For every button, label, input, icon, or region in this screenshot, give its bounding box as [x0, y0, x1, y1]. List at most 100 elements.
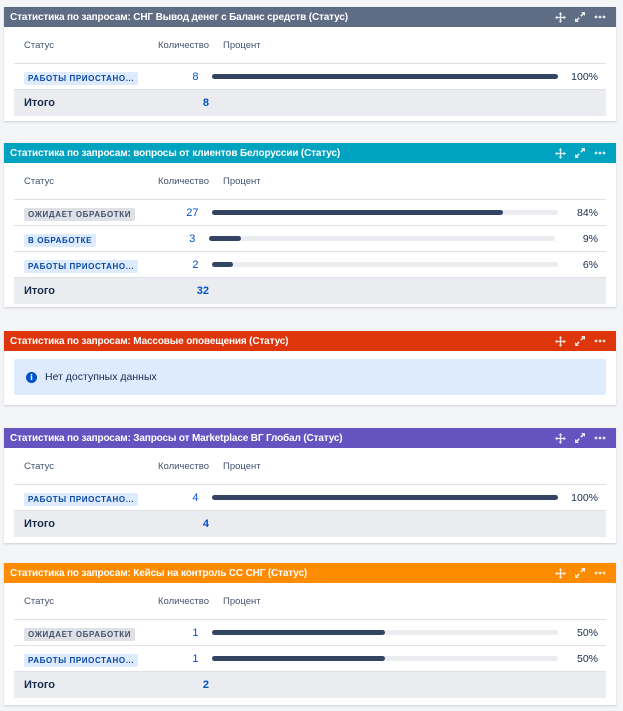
status-badge[interactable]: В ОБРАБОТКЕ	[24, 233, 97, 247]
status-badge[interactable]: РАБОТЫ ПРИОСТАНО...	[24, 259, 139, 273]
gadget-title: Статистика по запросам: Запросы от Marke…	[10, 432, 343, 444]
total-label: Итого	[24, 285, 56, 297]
total-label: Итого	[24, 518, 56, 530]
percent-value: 6%	[582, 258, 598, 271]
progress-bar	[212, 495, 559, 500]
progress-fill	[212, 210, 504, 215]
gadget-title: Статистика по запросам: Массовые оповеще…	[10, 335, 289, 347]
gadget-title: Статистика по запросам: Кейсы на контрол…	[10, 567, 308, 579]
empty-state-text: Нет доступных данных	[45, 371, 157, 383]
column-count: Количество	[157, 39, 209, 51]
progress-fill	[209, 236, 241, 241]
move-icon[interactable]	[555, 11, 566, 23]
progress-bar	[212, 74, 559, 79]
stats-table: Статус Количество Процент РАБОТЫ ПРИОСТА…	[14, 27, 606, 116]
expand-icon[interactable]	[575, 12, 585, 22]
column-percent: Процент	[223, 175, 261, 187]
move-icon[interactable]	[555, 567, 566, 579]
total-row: Итого 8	[14, 90, 606, 116]
percent-value: 9%	[582, 232, 598, 245]
progress-fill	[212, 262, 234, 267]
count-link[interactable]: 1	[192, 626, 199, 639]
table-header: Статус Количество Процент	[14, 163, 606, 200]
table-row: РАБОТЫ ПРИОСТАНО... 4 100%	[14, 485, 606, 511]
column-status: Статус	[24, 39, 55, 51]
total-label: Итого	[24, 679, 56, 691]
progress-bar	[209, 236, 556, 241]
gadget-header: Статистика по запросам: Запросы от Marke…	[4, 428, 616, 448]
more-icon[interactable]	[594, 151, 606, 155]
gadget-marketplace-requests: Статистика по запросам: Запросы от Marke…	[4, 428, 616, 543]
move-icon[interactable]	[555, 335, 566, 347]
table-header: Статус Количество Процент	[14, 27, 606, 64]
table-row: РАБОТЫ ПРИОСТАНО... 1 50%	[14, 646, 606, 672]
gadget-belarus-questions: Статистика по запросам: вопросы от клиен…	[4, 143, 616, 307]
count-link[interactable]: 8	[192, 70, 199, 83]
count-link[interactable]: 2	[192, 258, 199, 271]
gadget-title: Статистика по запросам: вопросы от клиен…	[10, 147, 341, 159]
more-icon[interactable]	[594, 339, 606, 343]
progress-fill	[212, 74, 559, 79]
total-count-link[interactable]: 2	[202, 679, 209, 691]
info-icon: i	[26, 371, 37, 383]
expand-icon[interactable]	[575, 336, 585, 346]
total-row: Итого 32	[14, 278, 606, 304]
gadget-header: Статистика по запросам: вопросы от клиен…	[4, 143, 616, 163]
total-row: Итого 2	[14, 672, 606, 698]
progress-bar	[212, 262, 559, 267]
total-count-link[interactable]: 8	[202, 97, 209, 109]
gadget-snk-withdrawal: Статистика по запросам: СНГ Вывод денег …	[4, 7, 616, 121]
more-icon[interactable]	[594, 15, 606, 19]
column-status: Статус	[24, 460, 55, 472]
expand-icon[interactable]	[575, 568, 585, 578]
more-icon[interactable]	[594, 571, 606, 575]
column-status: Статус	[24, 175, 55, 187]
progress-fill	[212, 656, 386, 661]
status-badge[interactable]: ОЖИДАЕТ ОБРАБОТКИ	[24, 207, 136, 221]
count-link[interactable]: 1	[192, 652, 199, 665]
percent-value: 50%	[576, 652, 598, 665]
status-badge[interactable]: РАБОТЫ ПРИОСТАНО...	[24, 492, 139, 506]
gadget-mass-notifications: Статистика по запросам: Массовые оповеще…	[4, 331, 616, 405]
gadget-cis-control-cases: Статистика по запросам: Кейсы на контрол…	[4, 563, 616, 705]
status-badge[interactable]: РАБОТЫ ПРИОСТАНО...	[24, 71, 139, 85]
count-link[interactable]: 27	[186, 206, 199, 219]
percent-value: 84%	[576, 206, 598, 219]
expand-icon[interactable]	[575, 148, 585, 158]
column-count: Количество	[157, 595, 209, 607]
percent-value: 100%	[571, 491, 598, 504]
count-link[interactable]: 4	[192, 491, 199, 504]
percent-value: 100%	[571, 70, 598, 83]
move-icon[interactable]	[555, 147, 566, 159]
column-count: Количество	[157, 175, 209, 187]
stats-table: Статус Количество Процент РАБОТЫ ПРИОСТА…	[14, 448, 606, 537]
progress-fill	[212, 495, 559, 500]
table-row: РАБОТЫ ПРИОСТАНО... 2 6%	[14, 252, 606, 278]
stats-table: Статус Количество Процент ОЖИДАЕТ ОБРАБО…	[14, 583, 606, 698]
column-percent: Процент	[223, 595, 261, 607]
gadget-header: Статистика по запросам: Массовые оповеще…	[4, 331, 616, 351]
progress-bar	[212, 210, 559, 215]
status-badge[interactable]: РАБОТЫ ПРИОСТАНО...	[24, 653, 139, 667]
table-row: ОЖИДАЕТ ОБРАБОТКИ 27 84%	[14, 200, 606, 226]
move-icon[interactable]	[555, 432, 566, 444]
gadget-header: Статистика по запросам: СНГ Вывод денег …	[4, 7, 616, 27]
column-status: Статус	[24, 595, 55, 607]
total-label: Итого	[24, 97, 56, 109]
total-count-link[interactable]: 32	[196, 285, 209, 297]
empty-state-message: i Нет доступных данных	[14, 359, 606, 395]
table-row: ОЖИДАЕТ ОБРАБОТКИ 1 50%	[14, 620, 606, 646]
table-header: Статус Количество Процент	[14, 448, 606, 485]
status-badge[interactable]: ОЖИДАЕТ ОБРАБОТКИ	[24, 627, 136, 641]
column-count: Количество	[157, 460, 209, 472]
table-row: РАБОТЫ ПРИОСТАНО... 8 100%	[14, 64, 606, 90]
table-header: Статус Количество Процент	[14, 583, 606, 620]
progress-bar	[212, 630, 559, 635]
percent-value: 50%	[576, 626, 598, 639]
column-percent: Процент	[223, 460, 261, 472]
count-link[interactable]: 3	[189, 232, 196, 245]
expand-icon[interactable]	[575, 433, 585, 443]
more-icon[interactable]	[594, 436, 606, 440]
total-count-link[interactable]: 4	[202, 518, 209, 530]
total-row: Итого 4	[14, 511, 606, 537]
